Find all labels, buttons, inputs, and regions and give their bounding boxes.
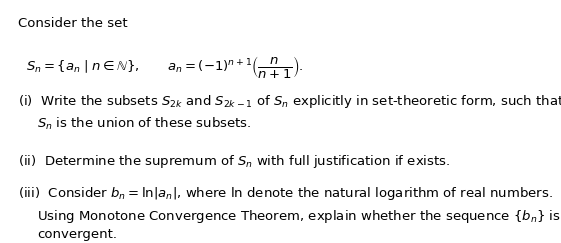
Text: convergent.: convergent.: [37, 228, 117, 241]
Text: (i)  Write the subsets $S_{2k}$ and $S_{2k-1}$ of $S_n$ explicitly in set-theore: (i) Write the subsets $S_{2k}$ and $S_{2…: [18, 93, 561, 110]
Text: Using Monotone Convergence Theorem, explain whether the sequence $\{b_n\}$ is: Using Monotone Convergence Theorem, expl…: [37, 208, 561, 225]
Text: Consider the set: Consider the set: [18, 17, 127, 30]
Text: $S_n$ is the union of these subsets.: $S_n$ is the union of these subsets.: [37, 115, 251, 131]
Text: (ii)  Determine the supremum of $S_n$ with full justification if exists.: (ii) Determine the supremum of $S_n$ wit…: [18, 153, 450, 170]
Text: $S_n = \{a_n \mid n \in \mathbb{N}\}, \qquad a_n = (-1)^{n+1}\left(\dfrac{n}{n+1: $S_n = \{a_n \mid n \in \mathbb{N}\}, \q…: [26, 54, 304, 80]
Text: (iii)  Consider $b_n = \ln|a_n|$, where ln denote the natural logarithm of real : (iii) Consider $b_n = \ln|a_n|$, where l…: [18, 185, 553, 202]
